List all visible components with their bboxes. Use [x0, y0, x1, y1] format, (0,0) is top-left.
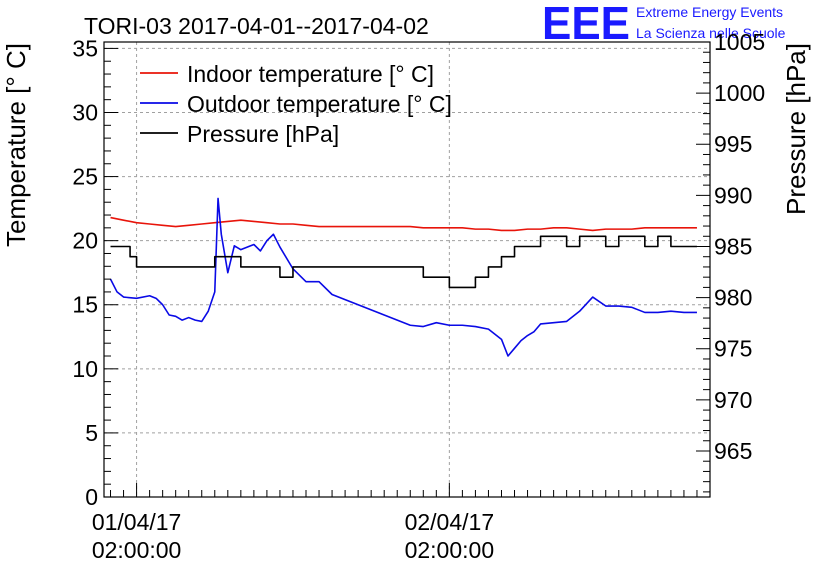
y-axis-label: Temperature [° C]: [1, 43, 31, 247]
y2-tick-label: 995: [714, 131, 752, 157]
legend: Indoor temperature [° C] Outdoor temperat…: [140, 61, 452, 147]
x-tick-label-date: 02/04/17: [405, 509, 495, 535]
y2-axis-label: Pressure [hPa]: [781, 43, 811, 215]
y-tick-label: 10: [72, 356, 98, 382]
y-tick-label: 15: [72, 292, 98, 318]
x-tick-label-date: 01/04/17: [92, 509, 182, 535]
y-tick-label: 0: [85, 484, 98, 510]
y-tick-label: 35: [72, 35, 98, 61]
y2-tick-label: 1000: [714, 80, 765, 106]
legend-label-2: Pressure [hPa]: [187, 121, 339, 147]
y2-tick-label: 985: [714, 233, 752, 259]
y2-tick-label: 980: [714, 285, 752, 311]
plot-frame: [103, 41, 711, 498]
legend-label-1: Outdoor temperature [° C]: [187, 91, 452, 117]
org-name-line2: La Scienza nelle Scuole: [636, 25, 786, 41]
y2-tick-label: 970: [714, 387, 752, 413]
legend-label-0: Indoor temperature [° C]: [187, 61, 434, 87]
chart-title: TORI-03 2017-04-01--2017-04-02: [84, 13, 429, 39]
series-line-1: [109, 197, 697, 357]
grid-lines: [104, 42, 710, 497]
series-line-2: [110, 235, 697, 289]
x-tick-label-time: 02:00:00: [92, 537, 182, 563]
y-tick-label: 5: [85, 420, 98, 446]
axes: 0 5 10 15 20 25 30 35 965 970 975 980 985 990 995 1000 1…: [72, 29, 765, 563]
x-tick-label-time: 02:00:00: [405, 537, 495, 563]
y-tick-label: 25: [72, 164, 98, 190]
y2-tick-label: 990: [714, 182, 752, 208]
y-tick-label: 30: [72, 99, 98, 125]
y2-tick-label: 965: [714, 438, 752, 464]
y2-tick-label: 1005: [714, 29, 765, 55]
eee-logo-text: EEE: [542, 0, 630, 49]
org-name-line1: Extreme Energy Events: [636, 4, 783, 20]
series-line-0: [110, 216, 697, 232]
y-tick-label: 20: [72, 228, 98, 254]
series-layer: [109, 197, 697, 357]
y2-tick-label: 975: [714, 336, 752, 362]
